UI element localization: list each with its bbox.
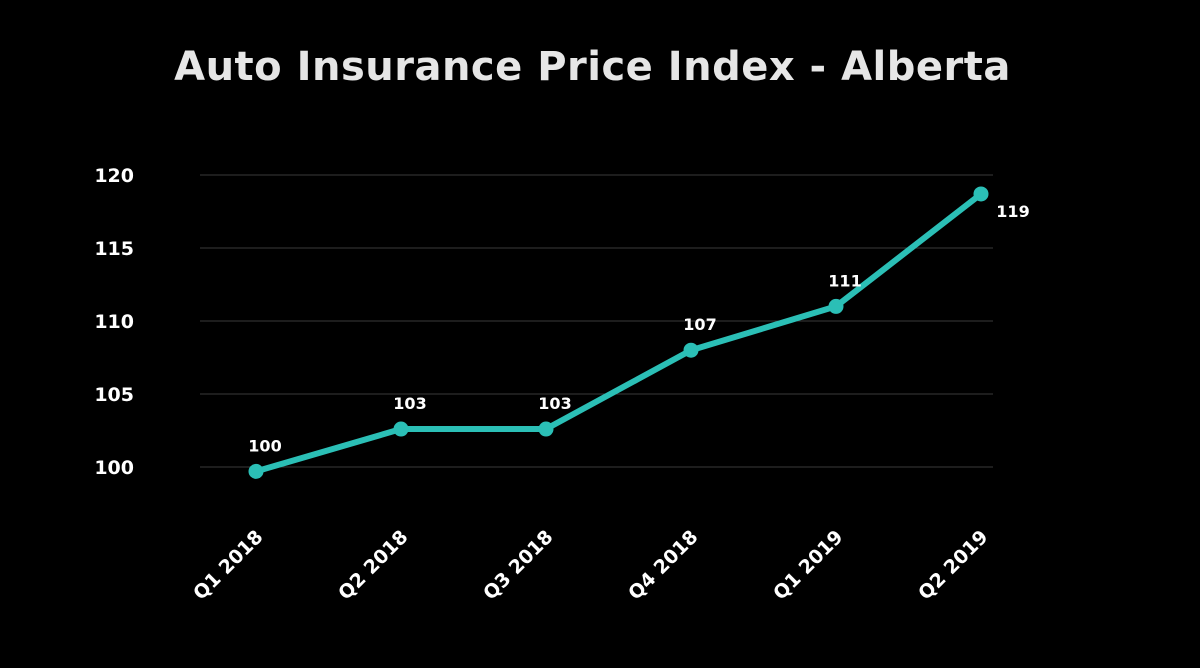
data-point (538, 421, 554, 437)
y-axis-ticks: 100 105 110 115 120 (94, 165, 134, 479)
data-labels: 100 103 103 107 111 119 (248, 202, 1029, 455)
data-label: 100 (248, 436, 281, 455)
data-label: 111 (828, 271, 861, 290)
x-tick-label: Q3 2018 (479, 526, 557, 604)
y-tick-label: 100 (94, 457, 134, 479)
y-tick-label: 105 (94, 384, 134, 406)
chart-title: Auto Insurance Price Index - Alberta (174, 44, 1011, 90)
data-point (683, 342, 699, 358)
grid-lines (200, 174, 993, 468)
data-point (248, 463, 264, 479)
x-axis-ticks: Q1 2018 Q2 2018 Q3 2018 Q4 2018 Q1 2019 Q2 20… (189, 526, 992, 604)
data-point (973, 186, 989, 202)
x-tick-label: Q1 2019 (769, 526, 847, 604)
data-label: 119 (996, 202, 1029, 221)
y-tick-label: 110 (94, 311, 134, 333)
data-point (393, 421, 409, 437)
series-line (253, 190, 984, 475)
data-label: 103 (393, 394, 426, 413)
x-tick-label: Q4 2018 (624, 526, 702, 604)
data-label: 107 (683, 315, 716, 334)
x-tick-label: Q2 2018 (334, 526, 412, 604)
data-point (828, 298, 844, 314)
series (248, 186, 989, 479)
data-label: 103 (538, 394, 571, 413)
y-tick-label: 115 (94, 238, 134, 260)
y-tick-label: 120 (94, 165, 134, 187)
x-tick-label: Q1 2018 (189, 526, 267, 604)
x-tick-label: Q2 2019 (914, 526, 992, 604)
